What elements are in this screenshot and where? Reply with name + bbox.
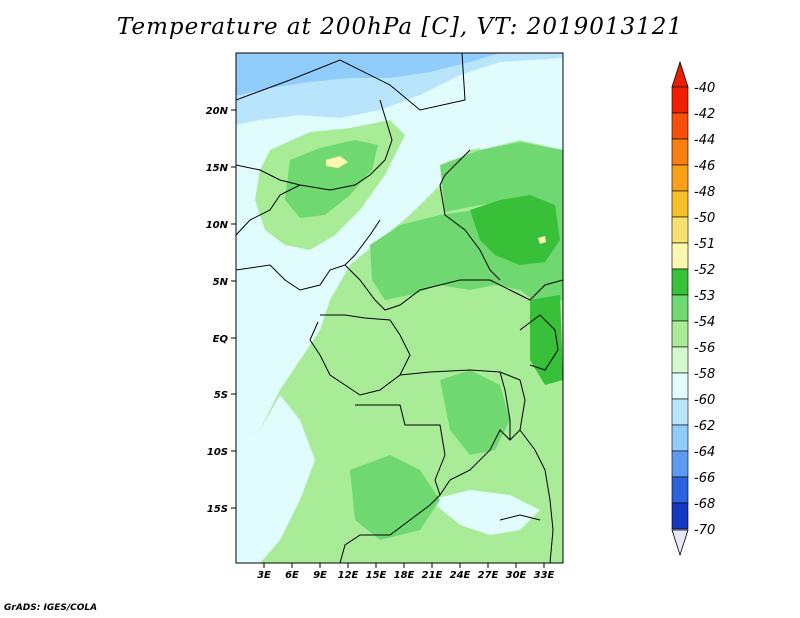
- legend-color-box: [671, 372, 689, 400]
- legend-color-box: [671, 268, 689, 296]
- lon-label: 15E: [366, 570, 387, 581]
- lat-label: 5S: [214, 390, 228, 401]
- lon-label: 3E: [257, 570, 271, 581]
- legend-label: -44: [694, 133, 715, 148]
- field-green-sahel-dark: [285, 140, 378, 218]
- lat-label: 10N: [206, 220, 229, 231]
- legend-color-box: [671, 476, 689, 504]
- lon-label: 18E: [394, 570, 415, 581]
- legend-color-box: [671, 320, 689, 348]
- lat-label: 15S: [207, 504, 228, 515]
- legend-color-box: [671, 502, 689, 530]
- legend-color-box: [671, 86, 689, 114]
- credit-text: GrADS: IGES/COLA: [4, 603, 98, 613]
- legend-label: -58: [694, 367, 715, 382]
- legend-cap-bottom: [671, 529, 689, 557]
- lat-label: 10S: [207, 447, 228, 458]
- lon-ticks: [263, 563, 545, 568]
- legend-color-box: [671, 164, 689, 192]
- field-green-southeast: [440, 370, 510, 455]
- legend-label: -53: [694, 289, 715, 304]
- legend-color-box: [671, 190, 689, 218]
- legend-color-box: [671, 294, 689, 322]
- legend-label: -42: [694, 107, 715, 122]
- lon-label: 27E: [478, 570, 499, 581]
- lat-label: 5N: [213, 277, 229, 288]
- legend-label: -64: [694, 445, 715, 460]
- lat-label: EQ: [213, 334, 229, 345]
- borders: [236, 53, 563, 563]
- legend-cap-top: [671, 60, 689, 88]
- legend-label: -40: [694, 81, 715, 96]
- lon-label: 21E: [422, 570, 443, 581]
- legend-label: -50: [694, 211, 715, 226]
- lon-label: 30E: [506, 570, 527, 581]
- lon-label: 24E: [450, 570, 471, 581]
- legend-color-box: [671, 346, 689, 374]
- legend-label: -70: [694, 523, 715, 538]
- field-warm-spot-2: [538, 236, 546, 244]
- map-title: Temperature at 200hPa [C], VT: 201901312…: [116, 14, 684, 40]
- legend-label: -54: [694, 315, 715, 330]
- legend-label: -51: [694, 237, 715, 252]
- legend-label: -68: [694, 497, 715, 512]
- legend-color-box: [671, 138, 689, 166]
- legend-color-box: [671, 398, 689, 426]
- legend-label: -46: [694, 159, 715, 174]
- lon-label: 9E: [313, 570, 327, 581]
- legend-label: -66: [694, 471, 715, 486]
- field-green-east: [440, 142, 563, 212]
- legend-color-box: [671, 112, 689, 140]
- lat-label: 15N: [206, 163, 229, 174]
- field-green-south: [350, 455, 440, 540]
- legend-label: -52: [694, 263, 715, 278]
- field-green-east-dark: [470, 195, 560, 265]
- legend-label: -48: [694, 185, 715, 200]
- field-cold-southeast: [430, 490, 540, 535]
- field-warm-spot-1: [326, 156, 348, 168]
- legend-color-box: [671, 216, 689, 244]
- lat-ticks: [231, 109, 236, 509]
- legend-color-box: [671, 424, 689, 452]
- lon-label: 6E: [285, 570, 299, 581]
- legend-label: -62: [694, 419, 715, 434]
- map-frame: [235, 52, 564, 564]
- legend-label: -60: [694, 393, 715, 408]
- field-cold-east: [470, 60, 563, 150]
- lat-label: 20N: [206, 106, 229, 117]
- field-green-lake: [530, 295, 563, 385]
- legend-label: -56: [694, 341, 715, 356]
- legend-color-box: [671, 450, 689, 478]
- lon-label: 12E: [338, 570, 359, 581]
- field-cold-south: [236, 395, 315, 563]
- legend-color-box: [671, 242, 689, 270]
- lon-label: 33E: [534, 570, 555, 581]
